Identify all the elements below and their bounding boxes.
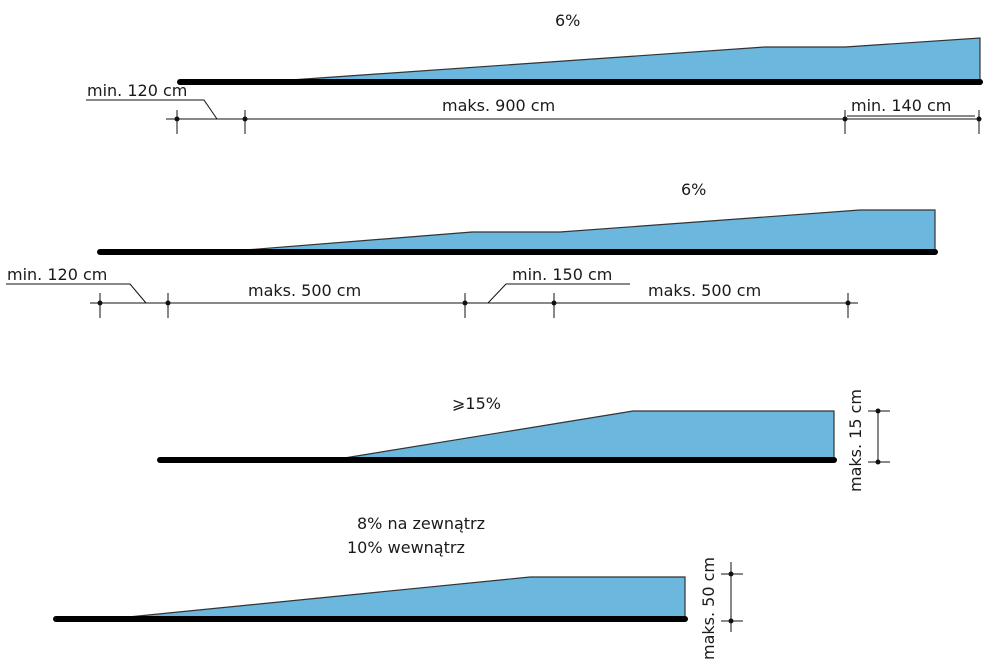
ramp-2: 6% min. 120 cm maks. 500 cm min. 150 cm … xyxy=(6,180,938,318)
ramp-4-slope-outside-label: 8% na zewnątrz xyxy=(357,514,485,533)
ramp-1-leader xyxy=(86,99,218,120)
ramp-1: 6% min. 120 cm maks. 900 cm min. 140 cm xyxy=(86,11,983,134)
ramp-4-slope-inside-label: 10% wewnątrz xyxy=(347,538,465,557)
ramp-1-run-label: maks. 900 cm xyxy=(442,96,555,115)
ramp-3-slope-label: ⩾15% xyxy=(452,394,501,413)
ramp-1-landing-end-label: min. 140 cm xyxy=(851,96,951,115)
ramp-3-slope xyxy=(331,410,835,461)
ramp-3-height-label: maks. 15 cm xyxy=(846,389,865,492)
ramp-2-leader-mid xyxy=(487,283,630,304)
ramp-2-slope-label: 6% xyxy=(681,180,706,199)
ramp-1-slope-label: 6% xyxy=(555,11,580,30)
ramp-2-run-1-label: maks. 500 cm xyxy=(248,281,361,300)
ramp-4-height-label: maks. 50 cm xyxy=(699,557,718,660)
ramp-2-landing-mid-label: min. 150 cm xyxy=(512,265,612,284)
ramp-2-leader-start xyxy=(6,283,147,304)
ramp-1-slope xyxy=(261,37,981,83)
ramp-4-slope xyxy=(107,576,686,620)
ramp-2-run-2-label: maks. 500 cm xyxy=(648,281,761,300)
ramp-2-landing-start-label: min. 120 cm xyxy=(7,265,107,284)
ramp-2-slope xyxy=(219,209,936,253)
ramp-4: 8% na zewnątrz 10% wewnątrz maks. 50 cm xyxy=(53,514,743,660)
ramp-1-landing-start-label: min. 120 cm xyxy=(87,81,187,100)
ramp-3: ⩾15% maks. 15 cm xyxy=(157,389,890,492)
